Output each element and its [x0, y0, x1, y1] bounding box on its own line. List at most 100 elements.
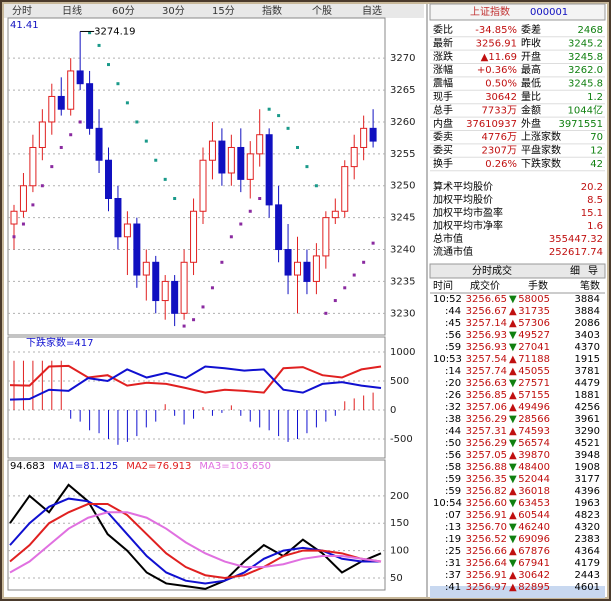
sar-dot	[107, 63, 110, 67]
quote-title: 上证指数	[470, 5, 510, 18]
sar-dot	[267, 107, 271, 111]
candle-body	[67, 70, 75, 110]
y-tick-label: 3245	[390, 213, 415, 224]
toolbar-bg	[4, 4, 424, 18]
trade-volume: 45055	[518, 366, 550, 377]
trade-volume: 58005	[518, 294, 550, 305]
trade-price: 3256.63	[466, 378, 507, 389]
tab-button[interactable]: 导	[588, 265, 598, 277]
trade-count: 2383	[575, 534, 600, 545]
quote-value: -34.85%	[475, 25, 517, 36]
trade-time: :44	[445, 306, 461, 317]
candle-body	[312, 255, 320, 282]
y-tick-label: 3265	[390, 85, 415, 96]
trade-count: 1963	[575, 498, 600, 509]
quote-label: 委差	[521, 23, 541, 36]
candle-body	[38, 121, 46, 148]
trade-arrow: ▲	[509, 402, 517, 413]
quote-value: 0.50%	[485, 79, 517, 90]
trade-arrow: ▲	[509, 546, 517, 557]
trade-volume: 27571	[518, 378, 550, 389]
trade-volume: 30642	[518, 570, 550, 581]
quote-value: 2468	[578, 25, 603, 36]
quote-label: 涨跌	[433, 50, 453, 63]
quote-value: 3971551	[558, 119, 603, 130]
breadth-panel	[7, 336, 386, 459]
toolbar-button[interactable]: 分时	[12, 5, 32, 17]
sar-dot	[229, 235, 233, 239]
trade-price: 3256.60	[466, 498, 507, 509]
sar-dot	[371, 241, 375, 245]
series-line	[9, 511, 382, 574]
candle-body	[331, 210, 339, 219]
trade-time: :38	[445, 414, 461, 425]
trade-count: 3177	[575, 474, 600, 485]
trade-arrow: ▼	[509, 522, 517, 533]
trade-count: 1881	[575, 390, 600, 401]
breadth-label: 下跌家数=417	[26, 336, 93, 349]
trade-time: :25	[445, 546, 461, 557]
candle-body	[114, 198, 122, 238]
trade-price: 3256.91	[466, 570, 507, 581]
trade-count: 4370	[575, 342, 600, 353]
toolbar-button[interactable]: 15分	[212, 5, 235, 17]
tab[interactable]: 分时成交	[472, 264, 512, 277]
trade-header: 时间	[433, 279, 453, 292]
trade-price: 3256.88	[466, 462, 507, 473]
quote-label: 委比	[433, 23, 453, 36]
stat-value: 1.6	[587, 221, 603, 232]
sar-dot	[31, 203, 35, 207]
trade-header: 笔数	[580, 279, 600, 292]
trade-time: :41	[445, 582, 461, 593]
trade-price: 3257.74	[466, 366, 507, 377]
trade-count: 4823	[575, 510, 600, 521]
toolbar-button[interactable]: 个股	[312, 5, 332, 17]
sar-dot	[362, 260, 366, 264]
sar-dot	[173, 197, 177, 201]
trade-arrow: ▼	[509, 330, 517, 341]
sar-dot	[182, 324, 186, 328]
y-tick-label: 150	[390, 518, 409, 529]
candle-body	[256, 134, 264, 155]
sar-dot	[163, 177, 167, 181]
toolbar-button[interactable]: 日线	[62, 4, 82, 17]
sar-dot	[116, 82, 120, 86]
y-tick-label: 3230	[390, 308, 415, 319]
candle-body	[19, 185, 27, 212]
quote-label: 总手	[433, 103, 453, 116]
trade-arrow: ▼	[509, 558, 517, 569]
trade-arrow: ▼	[509, 342, 517, 353]
toolbar-button[interactable]: 60分	[112, 5, 135, 17]
toolbar-button[interactable]: 30分	[162, 5, 185, 17]
sar-dot	[21, 222, 25, 226]
quote-label: 外盘	[521, 117, 541, 130]
trade-arrow: ▲	[509, 582, 517, 593]
series-line	[9, 365, 382, 401]
sar-dot	[324, 311, 328, 315]
tab-button[interactable]: 细	[570, 264, 580, 277]
trade-price: 3257.05	[466, 450, 507, 461]
trade-price: 3256.65	[466, 294, 507, 305]
candle-body	[265, 134, 273, 206]
trade-price: 3256.52	[466, 534, 507, 545]
quote-title-box	[429, 3, 606, 21]
y-tick-label: 3270	[390, 53, 415, 64]
sar-dot	[286, 126, 290, 130]
candle-body	[133, 223, 141, 276]
quote-label: 现手	[433, 90, 453, 103]
sar-dot	[69, 133, 73, 137]
toolbar-button[interactable]: 指数	[262, 4, 282, 17]
quote-label: 最新	[433, 36, 453, 49]
candle-body	[123, 223, 131, 238]
y-tick-label: -500	[390, 434, 413, 445]
trade-arrow: ▼	[509, 378, 517, 389]
quote-label: 最低	[521, 77, 541, 90]
toolbar-button[interactable]: 自选	[362, 4, 382, 17]
y-tick-label: 200	[390, 491, 409, 502]
trade-price: 3256.93	[466, 342, 507, 353]
quote-value: 70	[590, 132, 603, 143]
trade-time: 10:54	[433, 498, 462, 509]
y-tick-label: 0	[390, 405, 396, 416]
quote-label: 最高	[521, 63, 541, 76]
tab-bar	[429, 263, 606, 279]
